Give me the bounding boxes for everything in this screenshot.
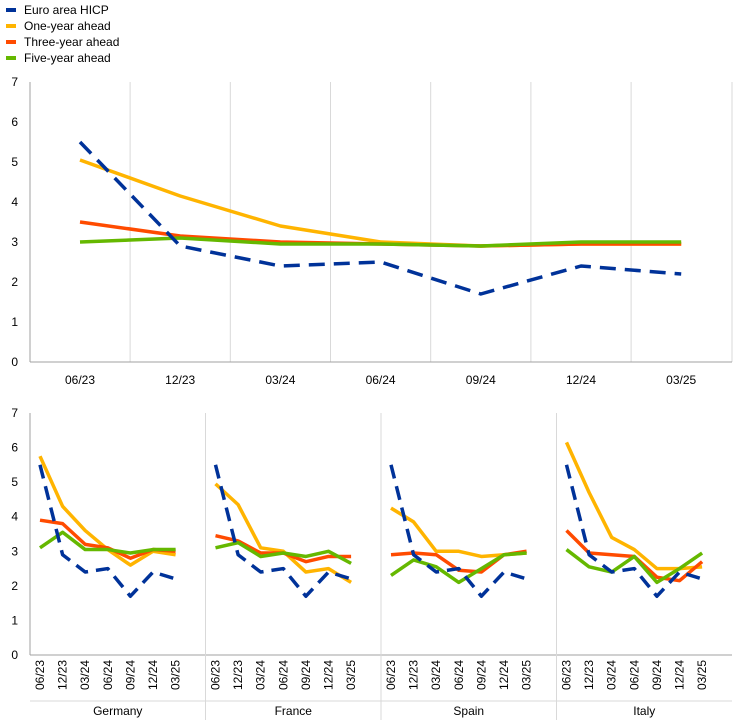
panel-x-tick-label: 06/24 [276,660,290,690]
panel-x-tick-label: 12/24 [146,660,160,690]
panel-x-tick-label: 03/24 [254,660,268,690]
panel-x-tick-label: 12/24 [497,660,511,690]
legend-swatch-five-year [6,56,16,60]
panel-x-tick-label: 12/24 [673,660,687,690]
panel-x-tick-label: 06/23 [33,660,47,690]
top-series-hicp-line [78,140,682,296]
panel-x-tick-label: 06/23 [209,660,223,690]
top-series-five-year-line [79,236,682,248]
legend-label-five-year: Five-year ahead [24,51,111,65]
legend-label-one-year: One-year ahead [24,19,111,33]
bottom-y-tick-label: 6 [11,441,18,455]
panel-country-label: Spain [453,704,484,718]
panel-series-five-year-line [390,551,527,585]
panel-country-label: France [275,704,313,718]
bottom-y-tick-label: 1 [11,613,18,627]
panel-x-tick-label: 06/23 [384,660,398,690]
panel-spain: 06/23 12/23 03/24 06/24 09/24 12/24 03/25 Spain [380,413,534,720]
panel-x-tick-label: 06/24 [627,660,641,690]
legend-swatch-hicp [6,8,16,12]
panel-country-label: Germany [93,704,142,718]
top-x-tick-label: 03/24 [265,373,295,387]
panel-x-tick-label: 03/25 [695,660,709,690]
panel-x-tick-label: 12/23 [56,660,70,690]
bottom-y-tick-label: 7 [11,406,18,420]
panel-series-hicp-line [213,464,352,598]
panel-x-tick-label: 03/24 [78,660,92,690]
top-x-tick-label: 06/24 [366,373,396,387]
legend-swatch-three-year [6,40,16,44]
top-x-tick-label: 03/25 [666,373,696,387]
bottom-y-tick-label: 0 [11,648,18,662]
panel-x-tick-label: 03/25 [169,660,183,690]
top-chart: 0 1 2 3 4 5 6 7 06/23 12/23 03/24 06/24 09/24 12/24 03… [11,75,733,387]
legend-item-five-year: Five-year ahead [6,50,119,66]
legend-swatch-one-year [6,24,16,28]
panel-series-five-year-line [215,540,352,565]
panel-x-tick-label: 03/24 [605,660,619,690]
legend-label-hicp: Euro area HICP [24,3,109,17]
top-y-tick-label: 1 [11,315,18,329]
panel-country-label: Italy [633,704,655,718]
panel-italy: 06/23 12/23 03/24 06/24 09/24 12/24 03/25 Italy [556,413,709,720]
panel-x-tick-label: 12/23 [582,660,596,690]
bottom-y-tick-label: 2 [11,579,18,593]
panel-x-tick-label: 12/23 [407,660,421,690]
panel-germany: 06/23 12/23 03/24 06/24 09/24 12/24 03/25 Germa… [33,455,183,718]
panel-x-tick-label: 03/24 [429,660,443,690]
top-y-tick-label: 0 [11,355,18,369]
legend-item-hicp: Euro area HICP [6,2,119,18]
panel-series-five-year-line [565,548,704,585]
panel-x-tick-label: 06/24 [452,660,466,690]
legend-label-three-year: Three-year ahead [24,35,120,49]
panel-x-tick-label: 03/25 [520,660,534,690]
panel-x-tick-label: 09/24 [123,660,137,690]
panel-series-five-year-line [39,530,176,555]
top-x-tick-label: 12/24 [566,373,596,387]
bottom-y-tick-label: 5 [11,475,18,489]
panel-x-tick-label: 03/25 [344,660,358,690]
top-y-tick-label: 6 [11,115,18,129]
top-y-tick-label: 7 [11,75,18,89]
panel-series-hicp-line [38,464,177,598]
top-y-tick-label: 4 [11,195,18,209]
top-x-tick-label: 09/24 [466,373,496,387]
panel-series-hicp-line [389,464,528,598]
panel-x-tick-label: 09/24 [650,660,664,690]
bottom-y-tick-label: 3 [11,544,18,558]
legend-item-three-year: Three-year ahead [6,34,119,50]
legend: Euro area HICP One-year ahead Three-year… [6,2,119,66]
panel-series-one-year-line [390,506,527,559]
bottom-chart: 0 1 2 3 4 5 6 7 06/23 12/23 03/24 06/24 09/24 12/24 03… [11,406,732,720]
top-x-tick-label: 06/23 [65,373,95,387]
panel-x-tick-label: 06/24 [101,660,115,690]
legend-item-one-year: One-year ahead [6,18,119,34]
top-x-tick-label: 12/23 [165,373,195,387]
panel-x-tick-label: 09/24 [299,660,313,690]
top-y-tick-label: 2 [11,275,18,289]
panel-x-tick-label: 09/24 [474,660,488,690]
top-y-tick-label: 5 [11,155,18,169]
panel-x-tick-label: 12/24 [322,660,336,690]
panel-x-tick-label: 12/23 [231,660,245,690]
panel-series-hicp-line [564,464,703,598]
panel-x-tick-label: 06/23 [560,660,574,690]
panel-france: 06/23 12/23 03/24 06/24 09/24 12/24 03/25 Franc… [205,413,358,720]
top-y-tick-label: 3 [11,235,18,249]
bottom-y-tick-label: 4 [11,510,18,524]
